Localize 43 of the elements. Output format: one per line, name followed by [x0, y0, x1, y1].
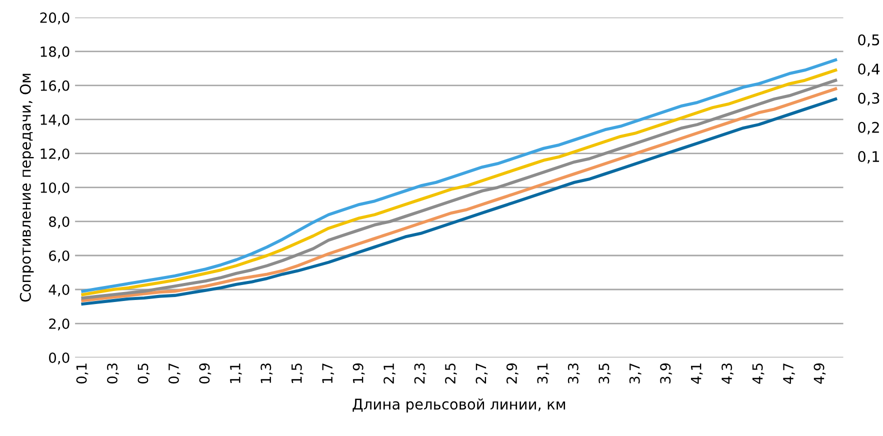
- x-tick-label: 3,3: [568, 363, 580, 384]
- x-tick-label: 4,7: [783, 364, 795, 384]
- x-tick-label: 2,5: [445, 364, 457, 384]
- series-label: 0,3: [858, 92, 880, 106]
- x-tick-label: 0,7: [168, 364, 180, 384]
- x-tick-label: 1,7: [322, 364, 334, 383]
- x-tick-label: 1,9: [352, 363, 365, 383]
- y-tick-label: 4,0: [48, 284, 70, 296]
- x-tick-label: 1,1: [230, 364, 242, 383]
- text: 0,1: [858, 151, 879, 164]
- x-tick-label: 0,5: [138, 364, 150, 384]
- x-tick-label: 1,3: [260, 363, 273, 383]
- x-tick-label: 1,5: [292, 364, 304, 383]
- text: 0,2: [858, 122, 879, 134]
- y-tick-label: 12,0: [40, 148, 70, 160]
- y-tick-label: 20,0: [40, 12, 70, 24]
- y-tick-label: 2,0: [49, 318, 70, 330]
- y-tick-label: 6,0: [49, 250, 70, 262]
- x-tick-label: 3,5: [598, 364, 611, 384]
- x-tick-label: 3,7: [629, 364, 642, 384]
- y-tick-label: 14,0: [40, 114, 70, 126]
- y-tick-label: 8,0: [49, 216, 70, 228]
- x-tick-label: 3,9: [660, 363, 672, 384]
- series-label: 0,4: [858, 64, 880, 76]
- x-tick-label: 4,5: [752, 364, 764, 384]
- x-tick-label: 4,3: [722, 363, 734, 384]
- x-axis-title: Длина рельсовой линии, км: [352, 398, 566, 412]
- y-tick-label: 18,0: [40, 46, 70, 58]
- x-tick-label: 4,9: [814, 363, 826, 384]
- x-tick-label: 2,9: [506, 363, 518, 384]
- x-tick-label: 2,1: [384, 364, 396, 384]
- x-tick-label: 0,9: [199, 363, 212, 384]
- y-axis-title: Сопротивление передачи, Ом: [20, 74, 34, 302]
- y-tick-label: 0,0: [49, 352, 70, 364]
- y-tick-label: 16,0: [40, 80, 70, 92]
- x-tick-label: 3,1: [537, 364, 550, 384]
- x-tick-label: 2,7: [476, 364, 488, 384]
- y-tick-label: 10,0: [40, 182, 70, 194]
- x-tick-label: 0,3: [106, 363, 119, 384]
- x-tick-label: 2,3: [414, 363, 426, 384]
- x-tick-label: 0,1: [76, 364, 88, 384]
- x-tick-label: 4,1: [691, 364, 703, 384]
- series-label: 0,5: [858, 34, 880, 47]
